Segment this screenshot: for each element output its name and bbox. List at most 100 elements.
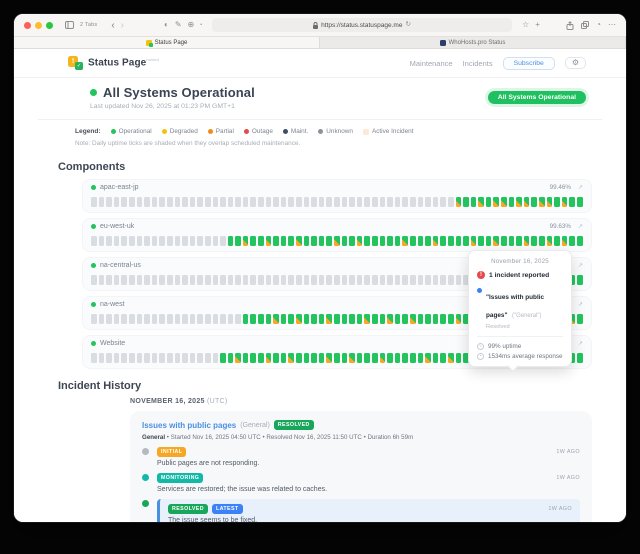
uptime-tick[interactable] <box>242 236 249 246</box>
uptime-tick[interactable] <box>212 197 219 207</box>
uptime-tick[interactable] <box>356 353 363 363</box>
subscribe-button[interactable]: Subscribe <box>502 56 555 70</box>
uptime-tick[interactable] <box>151 314 158 324</box>
uptime-tick[interactable] <box>455 197 462 207</box>
uptime-tick[interactable] <box>349 275 355 285</box>
uptime-tick[interactable] <box>318 275 325 285</box>
uptime-tick[interactable] <box>144 197 150 207</box>
uptime-tick[interactable] <box>174 353 181 363</box>
uptime-tick[interactable] <box>212 236 219 246</box>
uptime-tick[interactable] <box>364 314 370 324</box>
uptime-tick[interactable] <box>303 275 310 285</box>
uptime-tick[interactable] <box>159 275 165 285</box>
uptime-tick[interactable] <box>166 197 173 207</box>
uptime-tick[interactable] <box>478 236 484 246</box>
uptime-tick[interactable] <box>144 314 150 324</box>
uptime-tick[interactable] <box>182 275 188 285</box>
uptime-tick[interactable] <box>569 275 575 285</box>
uptime-tick[interactable] <box>98 236 105 246</box>
uptime-tick[interactable] <box>128 314 135 324</box>
uptime-tick[interactable] <box>440 236 446 246</box>
uptime-tick[interactable] <box>334 275 340 285</box>
uptime-tick[interactable] <box>204 275 211 285</box>
uptime-tick[interactable] <box>197 236 203 246</box>
uptime-tick[interactable] <box>394 236 401 246</box>
uptime-tick[interactable] <box>516 197 522 207</box>
uptime-tick[interactable] <box>387 197 393 207</box>
incident-title-link[interactable]: Issues with public pages <box>142 420 237 430</box>
uptime-tick[interactable] <box>455 236 462 246</box>
uptime-tick[interactable] <box>508 197 515 207</box>
uptime-tick[interactable] <box>174 314 181 324</box>
uptime-tick[interactable] <box>144 236 150 246</box>
uptime-tick[interactable] <box>296 275 302 285</box>
uptime-tick[interactable] <box>387 275 393 285</box>
uptime-tick[interactable] <box>318 236 325 246</box>
uptime-tick[interactable] <box>106 314 112 324</box>
uptime-tick[interactable] <box>258 275 264 285</box>
uptime-tick[interactable] <box>447 197 454 207</box>
uptime-tick[interactable] <box>432 275 439 285</box>
uptime-tick[interactable] <box>235 353 241 363</box>
uptime-tick[interactable] <box>402 236 408 246</box>
uptime-tick[interactable] <box>349 236 355 246</box>
uptime-tick[interactable] <box>128 197 135 207</box>
uptime-tick[interactable] <box>303 314 310 324</box>
uptime-tick[interactable] <box>334 314 340 324</box>
uptime-tick[interactable] <box>136 314 143 324</box>
uptime-tick[interactable] <box>258 197 264 207</box>
uptime-tick[interactable] <box>227 353 234 363</box>
uptime-tick[interactable] <box>326 197 332 207</box>
uptime-tick[interactable] <box>387 314 393 324</box>
uptime-tick[interactable] <box>220 353 226 363</box>
uptime-tick[interactable] <box>501 197 507 207</box>
uptime-tick[interactable] <box>311 314 317 324</box>
nav-maintenance-link[interactable]: Maintenance <box>409 58 453 68</box>
uptime-tick[interactable] <box>425 353 431 363</box>
uptime-tick[interactable] <box>432 236 439 246</box>
uptime-tick[interactable] <box>273 314 279 324</box>
uptime-tick[interactable] <box>577 314 583 324</box>
uptime-tick[interactable] <box>265 197 272 207</box>
uptime-tick[interactable] <box>349 197 355 207</box>
uptime-tick[interactable] <box>250 275 257 285</box>
uptime-tick[interactable] <box>379 236 386 246</box>
uptime-tick[interactable] <box>478 197 484 207</box>
uptime-tick[interactable] <box>242 314 249 324</box>
uptime-tick[interactable] <box>371 314 378 324</box>
uptime-tick[interactable] <box>523 197 530 207</box>
uptime-tick[interactable] <box>91 197 97 207</box>
uptime-tick[interactable] <box>387 353 393 363</box>
uptime-tick[interactable] <box>356 314 363 324</box>
uptime-tick[interactable] <box>121 353 127 363</box>
uptime-tick[interactable] <box>447 275 454 285</box>
uptime-tick[interactable] <box>258 314 264 324</box>
uptime-tick[interactable] <box>258 353 264 363</box>
uptime-tick[interactable] <box>204 197 211 207</box>
uptime-tick[interactable] <box>402 275 408 285</box>
uptime-tick[interactable] <box>296 236 302 246</box>
uptime-tick[interactable] <box>501 236 507 246</box>
uptime-tick[interactable] <box>440 197 446 207</box>
uptime-tick[interactable] <box>326 314 332 324</box>
external-link-icon[interactable]: ↗ <box>577 302 583 308</box>
uptime-tick[interactable] <box>220 275 226 285</box>
uptime-tick[interactable] <box>174 236 181 246</box>
uptime-tick[interactable] <box>379 275 386 285</box>
uptime-tick[interactable] <box>128 275 135 285</box>
uptime-tick[interactable] <box>182 353 188 363</box>
uptime-tick[interactable] <box>387 236 393 246</box>
uptime-tick[interactable] <box>485 197 492 207</box>
uptime-tick[interactable] <box>227 275 234 285</box>
uptime-tick[interactable] <box>455 314 462 324</box>
uptime-tick[interactable] <box>531 236 538 246</box>
uptime-tick[interactable] <box>182 197 188 207</box>
uptime-tick[interactable] <box>166 314 173 324</box>
uptime-tick[interactable] <box>311 353 317 363</box>
uptime-tick[interactable] <box>288 314 295 324</box>
uptime-tick[interactable] <box>493 236 500 246</box>
tab-count-label[interactable]: 2 Tabs <box>80 22 98 28</box>
uptime-tick[interactable] <box>250 353 257 363</box>
uptime-tick[interactable] <box>265 353 272 363</box>
uptime-tick[interactable] <box>227 236 234 246</box>
